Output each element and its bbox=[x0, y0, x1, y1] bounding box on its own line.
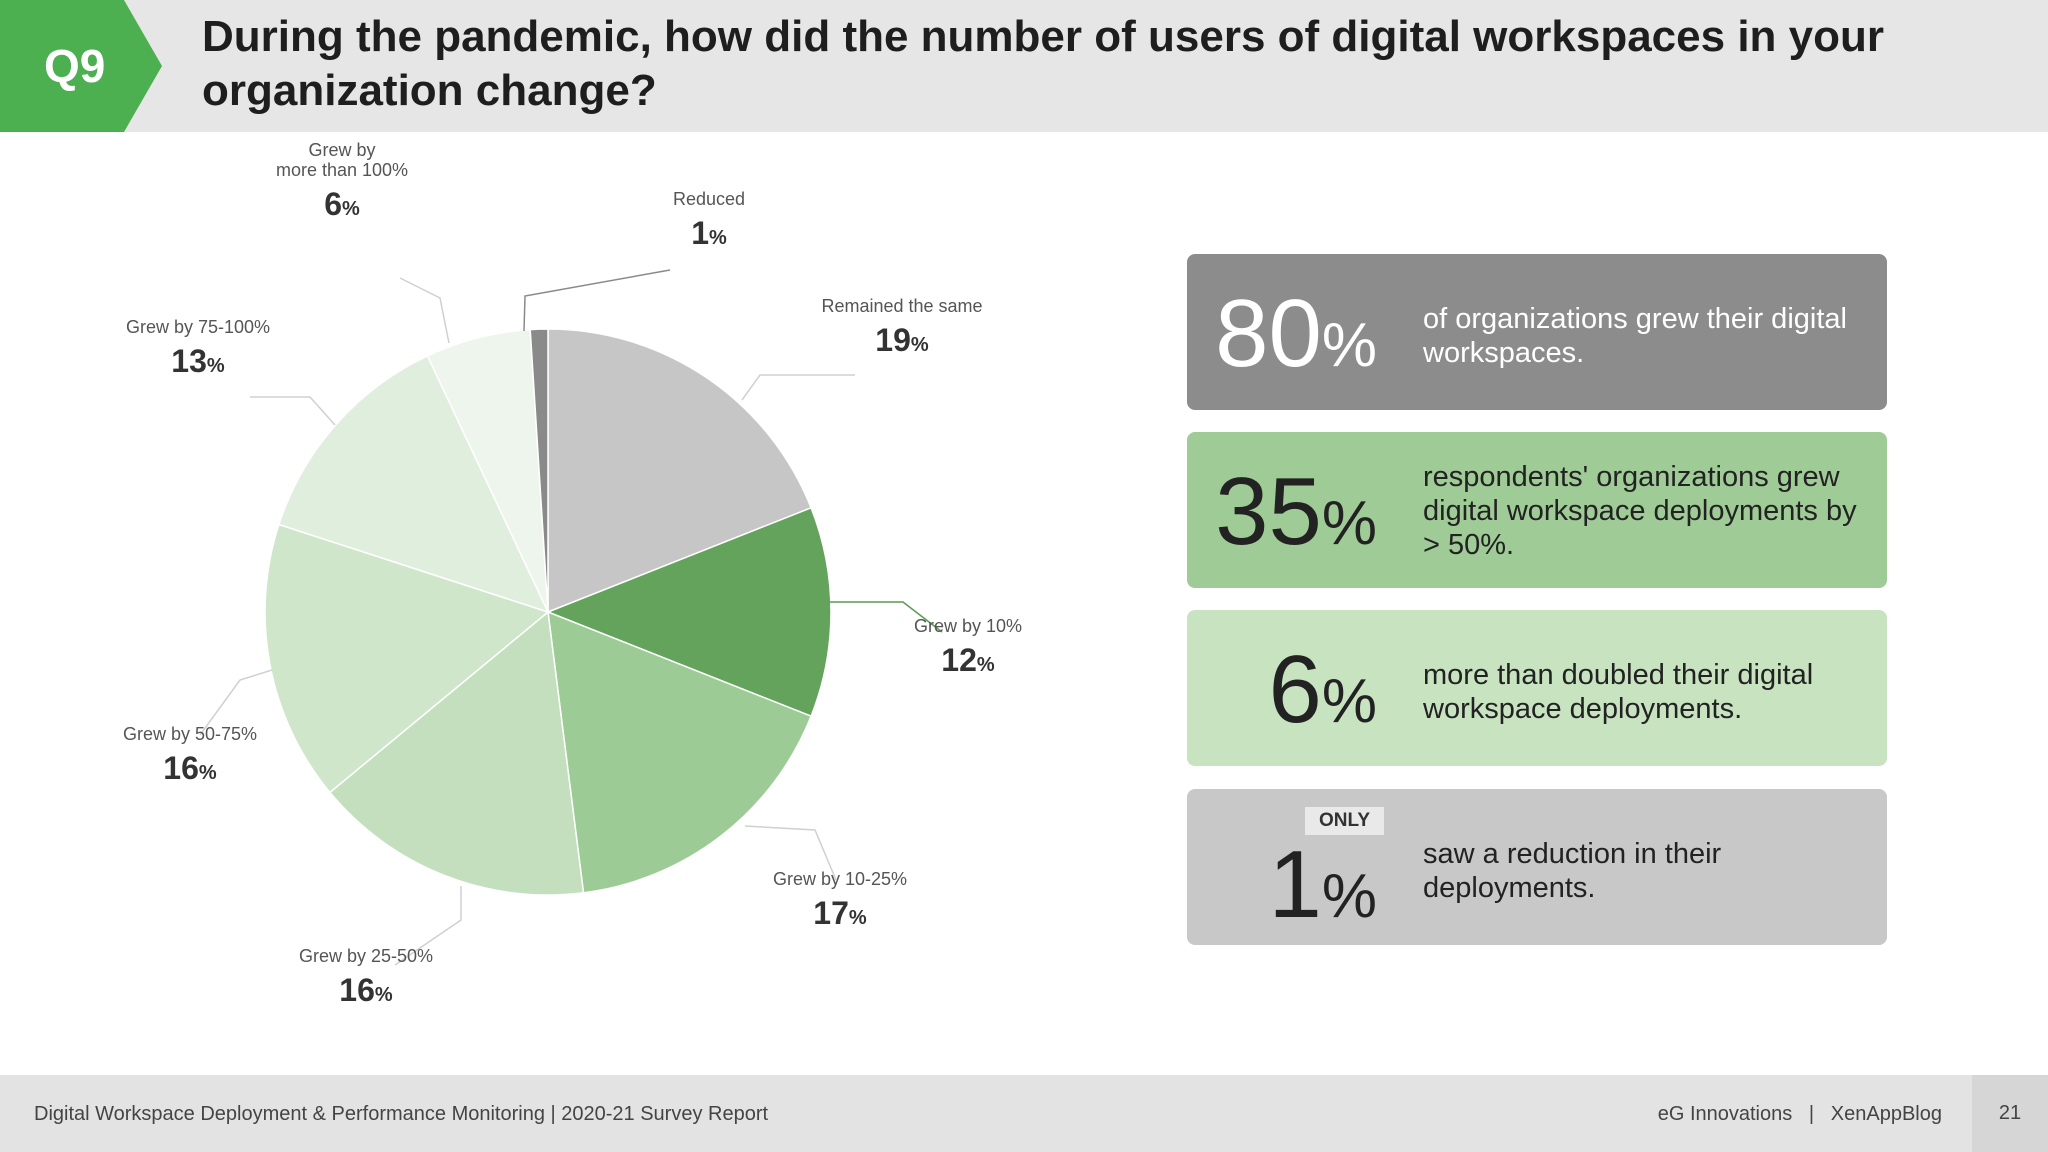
stat-value: 1% bbox=[1268, 831, 1377, 938]
stat-description: of organizations grew their digital work… bbox=[1423, 303, 1847, 369]
value-label: 6% bbox=[324, 186, 360, 222]
data-label-grew-by-10: Grew by 10% 12% bbox=[858, 616, 1078, 685]
stat-card-doubled: 6% more than doubled their digital works… bbox=[1187, 610, 1887, 766]
value-label: 13% bbox=[171, 343, 225, 379]
leader-line bbox=[744, 825, 837, 881]
leader-line bbox=[250, 396, 336, 426]
value-label: 1% bbox=[691, 215, 727, 251]
report-title: Digital Workspace Deployment & Performan… bbox=[34, 1103, 769, 1125]
category-label: Grew by 10-25% bbox=[772, 869, 908, 889]
footer-brands: eG Innovations | XenAppBlog bbox=[1657, 1103, 1942, 1125]
data-label-grew-by-75-100: Grew by 75-100% 13% bbox=[88, 317, 308, 386]
stat-description: respondents' organizations grew digital … bbox=[1423, 461, 1857, 561]
data-label-grew-by-10-25: Grew by 10-25% 17% bbox=[730, 869, 950, 938]
data-label-grew-by-more-than-100: Grew by more than 100% 6% bbox=[232, 140, 452, 229]
leader-line bbox=[394, 886, 462, 966]
category-label: Reduced bbox=[672, 189, 746, 209]
pie-slice-remained-the-same bbox=[547, 328, 813, 614]
pie-slice-reduced bbox=[529, 328, 549, 613]
leader-line bbox=[741, 374, 855, 401]
stat-card-reduced: ONLY 1% saw a reduction in their deploym… bbox=[1187, 789, 1887, 945]
question-badge: Q9 bbox=[0, 0, 162, 132]
stat-description: more than doubled their digital workspac… bbox=[1423, 659, 1814, 725]
pie-slice-grew-by-25-50 bbox=[328, 610, 585, 896]
value-label: 17% bbox=[813, 895, 867, 931]
category-label: Grew by 25-50% bbox=[298, 946, 434, 966]
value-label: 19% bbox=[875, 322, 929, 358]
leader-line bbox=[399, 277, 450, 344]
stat-description: saw a reduction in their deployments. bbox=[1423, 838, 1722, 904]
data-label-grew-by-50-75: Grew by 50-75% 16% bbox=[80, 724, 300, 793]
category-label: more than 100% bbox=[275, 160, 409, 180]
data-label-remained-the-same: Remained the same 19% bbox=[792, 296, 1012, 365]
leader-line bbox=[523, 269, 671, 332]
stat-value: 80% bbox=[1215, 280, 1377, 387]
category-label: Grew by 75-100% bbox=[125, 317, 271, 337]
stat-value: 35% bbox=[1215, 458, 1377, 565]
value-label: 16% bbox=[339, 972, 393, 1008]
pie-slice-grew-by-10-25 bbox=[547, 610, 813, 894]
pie-chart bbox=[199, 269, 943, 966]
stat-card-over-50: 35% respondents' organizations grew digi… bbox=[1187, 432, 1887, 588]
pie-slice-grew-by-75-100 bbox=[277, 354, 550, 614]
leader-line bbox=[199, 669, 273, 736]
footer-bar: Digital Workspace Deployment & Performan… bbox=[0, 1075, 2048, 1152]
only-badge: ONLY bbox=[1305, 807, 1385, 835]
data-label-reduced: Reduced 1% bbox=[599, 189, 819, 258]
value-label: 16% bbox=[163, 750, 217, 786]
page-number: 21 bbox=[1972, 1075, 2048, 1152]
stat-card-grew: 80% of organizations grew their digital … bbox=[1187, 254, 1887, 410]
header-bar: Q9 During the pandemic, how did the numb… bbox=[0, 0, 2048, 132]
category-label: Grew by bbox=[308, 140, 376, 160]
category-label: Grew by 10% bbox=[913, 616, 1023, 636]
pie-slice-grew-by-50-75 bbox=[264, 523, 550, 794]
pie-slice-grew-by-10 bbox=[545, 506, 832, 718]
category-label: Remained the same bbox=[821, 296, 983, 316]
stat-value: 6% bbox=[1268, 636, 1377, 743]
value-label: 12% bbox=[941, 642, 995, 678]
data-label-grew-by-25-50: Grew by 25-50% 16% bbox=[256, 946, 476, 1015]
page-title: During the pandemic, how did the number … bbox=[202, 12, 1884, 115]
category-label: Grew by 50-75% bbox=[122, 724, 258, 744]
leader-line bbox=[830, 601, 943, 633]
